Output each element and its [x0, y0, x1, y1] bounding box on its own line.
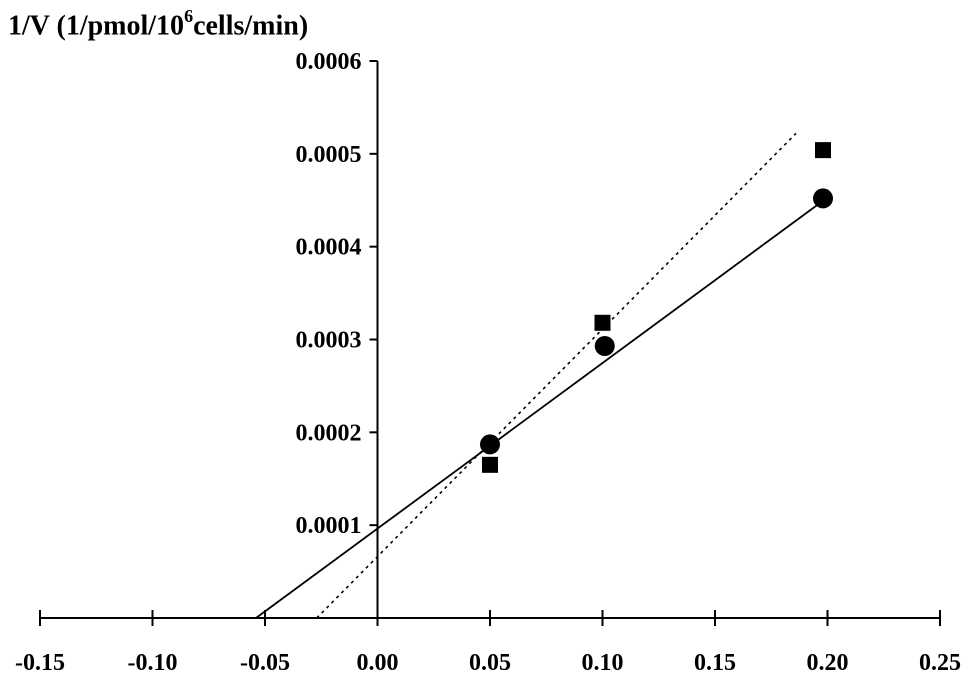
y-axis-title: 1/V (1/pmol/106cells/min) [8, 6, 309, 42]
x-tick-labels: -0.15 -0.10 -0.05 0.00 0.05 0.10 0.15 0.20 0.25 [15, 650, 961, 676]
data-point-square [482, 456, 498, 473]
data-point-circle [813, 188, 833, 209]
y-tick-label: 0.0003 [296, 328, 362, 354]
x-tick-label: 0.15 [694, 650, 736, 676]
axes [39, 60, 941, 626]
x-tick-label: 0.00 [357, 650, 399, 676]
y-tick-label: 0.0005 [296, 142, 362, 168]
fit-line-dotted [316, 132, 797, 619]
data-point-square [594, 314, 611, 331]
y-tick-label: 0.0006 [296, 49, 362, 75]
y-tick-labels: 0.0001 0.0002 0.0003 0.0004 0.0005 0.0006 [296, 49, 362, 539]
x-tick-label: -0.15 [15, 650, 65, 676]
x-tick-label: 0.10 [582, 650, 624, 676]
fit-line-solid [255, 196, 829, 619]
x-tick-label: -0.05 [240, 650, 290, 676]
data-points [480, 142, 833, 473]
x-tick-label: 0.20 [807, 650, 849, 676]
y-tick-label: 0.0004 [296, 235, 362, 261]
data-point-square [815, 142, 831, 159]
x-tick-label: 0.25 [919, 650, 961, 676]
data-point-circle [480, 434, 500, 455]
y-tick-label: 0.0002 [296, 420, 362, 446]
x-tick-label: 0.05 [469, 650, 511, 676]
y-tick-label: 0.0001 [296, 513, 362, 539]
fit-lines [255, 132, 829, 619]
data-point-circle [594, 335, 615, 356]
x-tick-label: -0.10 [128, 650, 178, 676]
